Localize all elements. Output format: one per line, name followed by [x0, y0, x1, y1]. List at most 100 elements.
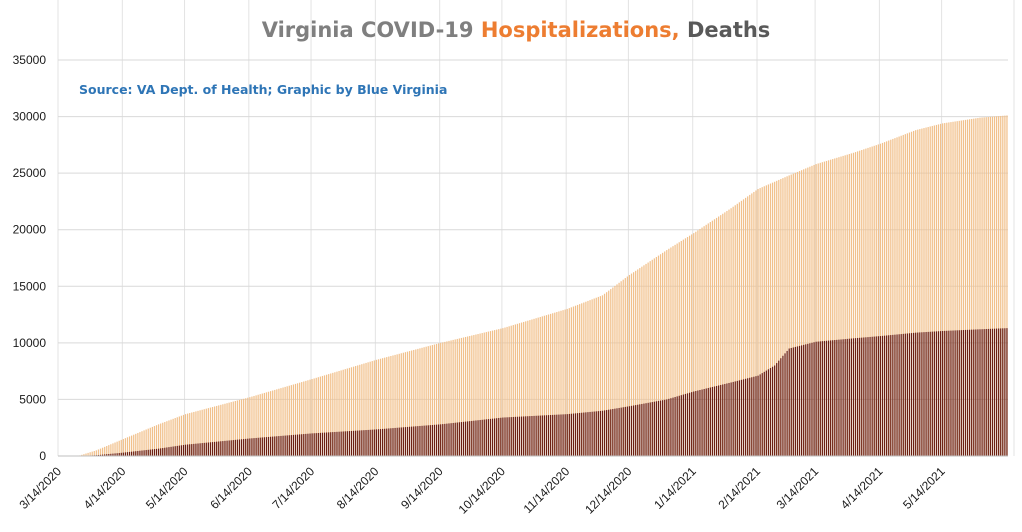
deaths-bar	[697, 390, 699, 456]
hospitalizations-bar	[535, 318, 537, 456]
hospitalizations-bar	[883, 142, 886, 456]
hospitalizations-bar	[452, 339, 454, 456]
hospitalizations-bar	[744, 197, 747, 457]
hospitalizations-bar	[736, 203, 738, 456]
hospitalizations-bar	[979, 117, 981, 456]
hospitalizations-bar	[960, 120, 962, 456]
hospitalizations-bar	[259, 394, 261, 456]
hospitalizations-bar	[655, 256, 658, 456]
hospitalizations-bar	[722, 213, 724, 456]
hospitalizations-bar	[707, 223, 709, 456]
deaths-bar	[670, 398, 672, 456]
deaths-bar	[715, 385, 718, 456]
title-part-1: Hospitalizations,	[481, 18, 687, 42]
hospitalizations-bar	[817, 163, 819, 456]
deaths-bar	[402, 427, 404, 456]
hospitalizations-bar	[309, 379, 311, 456]
deaths-bar	[529, 416, 531, 456]
deaths-bar	[321, 432, 324, 456]
hospitalizations-bar	[479, 333, 481, 456]
deaths-bar	[184, 444, 187, 456]
deaths-bar	[774, 365, 776, 456]
hospitalizations-bar	[632, 272, 635, 456]
deaths-bar	[359, 430, 361, 456]
deaths-bar	[348, 431, 351, 456]
hospitalizations-bar	[137, 432, 139, 456]
hospitalizations-bar	[269, 391, 272, 456]
deaths-bar	[473, 420, 475, 456]
hospitalizations-bar	[106, 445, 108, 456]
deaths-bar	[502, 417, 504, 456]
hospitalizations-bar	[919, 129, 921, 456]
hospitalizations-bar	[400, 353, 402, 456]
hospitalizations-bar	[170, 419, 172, 456]
deaths-bar	[699, 390, 701, 456]
hospitalizations-bar	[411, 350, 413, 456]
hospitalizations-bar	[143, 430, 145, 456]
hospitalizations-bar	[133, 434, 135, 456]
deaths-bar	[456, 422, 458, 456]
hospitalizations-bar	[755, 190, 757, 456]
hospitalizations-bar	[502, 328, 504, 456]
hospitalizations-bar	[892, 138, 894, 456]
deaths-bar	[622, 407, 624, 456]
deaths-bar	[253, 438, 255, 456]
deaths-bar	[124, 452, 127, 456]
hospitalizations-bar	[898, 136, 900, 457]
deaths-bar	[491, 418, 494, 456]
deaths-bar	[906, 333, 909, 456]
deaths-bar	[427, 425, 429, 456]
hospitalizations-bar	[954, 121, 956, 456]
hospitalizations-bar	[427, 346, 429, 456]
deaths-bar	[259, 437, 261, 456]
deaths-bar	[784, 353, 786, 456]
deaths-bar	[539, 415, 541, 456]
hospitalizations-bar	[462, 337, 465, 456]
hospitalizations-bar	[556, 312, 558, 456]
hospitalizations-bar	[338, 371, 340, 456]
hospitalizations-bar	[180, 415, 183, 456]
hospitalizations-bar	[135, 433, 137, 456]
hospitalizations-bar	[286, 386, 288, 456]
hospitalizations-bar	[703, 226, 705, 456]
deaths-bar	[888, 335, 890, 456]
deaths-bar	[201, 443, 203, 456]
deaths-bar	[989, 328, 991, 456]
deaths-bar	[537, 415, 539, 456]
deaths-bar	[676, 396, 678, 456]
hospitalizations-bar	[579, 304, 581, 456]
hospitalizations-bar	[705, 224, 707, 456]
deaths-bar	[485, 419, 487, 456]
hospitalizations-bar	[377, 359, 380, 456]
deaths-bar	[440, 424, 442, 456]
hospitalizations-bar	[440, 342, 442, 456]
deaths-bar	[867, 337, 869, 456]
deaths-bar	[274, 436, 276, 456]
hospitalizations-bar	[815, 164, 817, 456]
deaths-bar	[618, 407, 620, 456]
hospitalizations-bar	[101, 447, 104, 456]
hospitalizations-bar	[635, 270, 637, 456]
hospitalizations-bar	[110, 444, 112, 456]
deaths-bar	[819, 341, 821, 456]
deaths-bar	[666, 399, 668, 456]
hospitalizations-bar	[313, 378, 315, 456]
hospitalizations-bar	[942, 123, 944, 457]
deaths-bar	[365, 430, 367, 456]
hospitalizations-bar	[307, 380, 309, 456]
hospitalizations-bar	[423, 347, 425, 456]
deaths-bar	[257, 437, 259, 456]
deaths-bar	[498, 417, 500, 456]
deaths-bar	[583, 412, 585, 456]
deaths-bar	[120, 452, 122, 456]
y-tick-label: 20000	[13, 223, 47, 237]
hospitalizations-bar	[251, 396, 253, 456]
deaths-bar	[247, 438, 249, 456]
hospitalizations-bar	[830, 159, 832, 456]
hospitalizations-bar	[836, 157, 838, 456]
hospitalizations-bar	[846, 154, 848, 456]
hospitalizations-bar	[985, 117, 987, 457]
hospitalizations-bar	[531, 319, 533, 456]
deaths-bar	[126, 452, 129, 456]
deaths-bar	[131, 451, 133, 456]
